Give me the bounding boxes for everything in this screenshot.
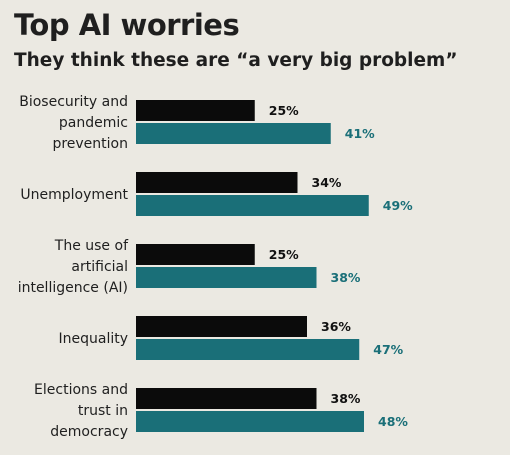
data-label: 34%	[312, 175, 342, 190]
data-label: 38%	[331, 270, 361, 285]
data-label: 49%	[383, 198, 413, 213]
bar-series-1	[136, 172, 298, 193]
category-label: Inequality	[58, 331, 128, 347]
bar-series-2	[136, 411, 364, 432]
data-label: 25%	[269, 247, 299, 262]
data-label: 36%	[321, 319, 351, 334]
data-label: 41%	[345, 126, 375, 141]
bar-series-2	[136, 123, 331, 144]
bar-series-2	[136, 339, 360, 360]
category-label: The use of artificial intelligence (AI)	[18, 238, 129, 296]
category-label: Elections and trust in democracy	[34, 382, 128, 440]
data-label: 25%	[269, 103, 299, 118]
chart-title: Top AI worries	[14, 8, 240, 42]
bar-series-1	[136, 316, 307, 337]
bar-series-2	[136, 267, 317, 288]
bar-series-2	[136, 195, 369, 216]
chart-subtitle: They think these are “a very big problem…	[14, 50, 458, 71]
bar-series-1	[136, 244, 255, 265]
data-label: 38%	[331, 391, 361, 406]
bar-series-1	[136, 100, 255, 121]
data-label: 48%	[378, 414, 408, 429]
category-label: Biosecurity and pandemic prevention	[19, 94, 128, 152]
data-label: 47%	[373, 342, 403, 357]
category-label: Unemployment	[20, 187, 128, 203]
bar-series-1	[136, 388, 317, 409]
